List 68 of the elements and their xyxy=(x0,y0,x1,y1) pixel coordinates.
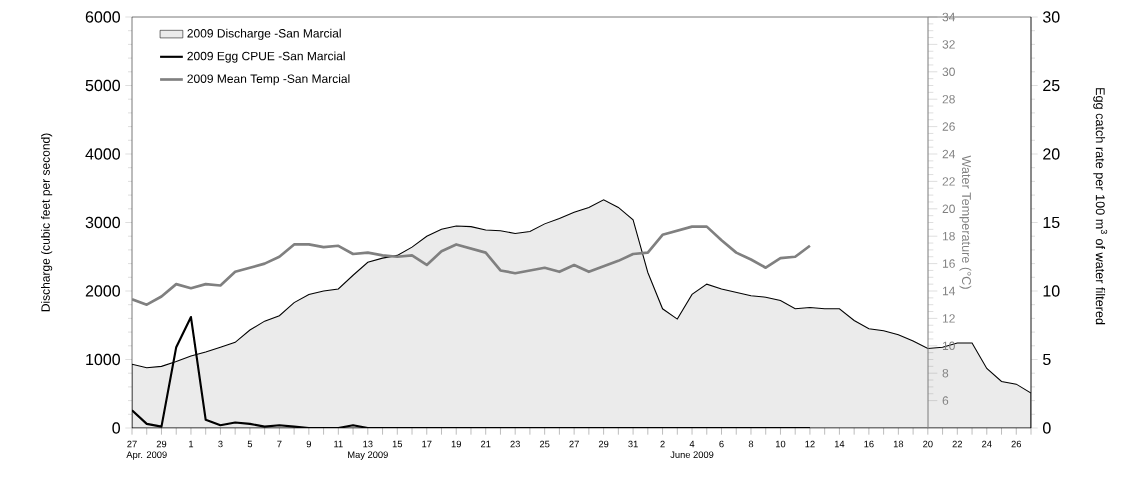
y2-tick-label: 25 xyxy=(1043,79,1060,92)
y2-axis-title: Egg catch rate per 100 m$^{3}$ of water filtered xyxy=(1093,88,1108,325)
y3-tick-label: 28 xyxy=(942,94,955,104)
x-tick-label: 13 xyxy=(363,440,373,448)
x-tick-label: 7 xyxy=(277,440,282,448)
x2-tick-label: June 2009 xyxy=(670,451,714,458)
x-tick-label: 11 xyxy=(334,440,343,448)
y-axis-title: Discharge (cubic feet per second) xyxy=(41,133,53,312)
y-tick-label: 0 xyxy=(112,422,121,434)
y-tick-label: 6000 xyxy=(85,11,120,23)
y3-tick-label: 14 xyxy=(942,286,956,296)
legend-label: 2009 Discharge -San Marcial xyxy=(187,28,341,40)
x-tick-label: 31 xyxy=(628,440,638,448)
y3-tick-label: 12 xyxy=(942,314,955,323)
y3-tick-label: 18 xyxy=(942,231,955,241)
x-tick-label: 1 xyxy=(189,440,194,448)
x-tick-label: 21 xyxy=(480,440,491,448)
x2-tick-label: Apr. 2009 xyxy=(126,451,167,460)
x-tick-label: 17 xyxy=(422,440,432,448)
y-tick-label: 4000 xyxy=(85,148,120,160)
x-tick-label: 6 xyxy=(719,440,724,448)
legend-label: 2009 Mean Temp -San Marcial xyxy=(187,74,350,86)
y3-tick-label: 30 xyxy=(942,67,955,77)
x-tick-label: 8 xyxy=(748,440,754,448)
y2-tick-label: 15 xyxy=(1043,216,1060,229)
y-tick-label: 3000 xyxy=(85,216,120,229)
y2-tick-label: 10 xyxy=(1043,285,1060,297)
x-tick-label: 10 xyxy=(775,440,786,448)
x-tick-label: 15 xyxy=(392,440,403,448)
x-tick-label: 2 xyxy=(660,440,665,448)
y2-tick-label: 20 xyxy=(1043,148,1060,160)
x-tick-label: 5 xyxy=(247,440,253,448)
y-tick-label: 5000 xyxy=(85,79,120,92)
x-tick-label: 3 xyxy=(218,440,223,448)
y2-tick-label: 30 xyxy=(1042,11,1060,23)
legend-label: 2009 Egg CPUE -San Marcial xyxy=(187,51,345,63)
x-tick-label: 9 xyxy=(306,440,312,448)
x-tick-label: 16 xyxy=(864,440,874,448)
y-tick-label: 1000 xyxy=(86,353,120,366)
x-tick-label: 12 xyxy=(805,440,815,448)
y3-tick-label: 24 xyxy=(942,149,956,159)
x-tick-label: 24 xyxy=(982,440,992,448)
x-tick-label: 29 xyxy=(156,440,167,448)
y3-tick-label: 26 xyxy=(942,122,955,131)
x-tick-label: 14 xyxy=(834,440,845,448)
y3-axis-title: Water Temperature (°C) xyxy=(959,155,972,289)
x-tick-label: 4 xyxy=(689,440,695,448)
x-tick-label: 29 xyxy=(598,440,609,448)
y3-tick-label: 22 xyxy=(942,177,955,186)
x-tick-label: 22 xyxy=(952,440,963,448)
y2-tick-label: 0 xyxy=(1043,422,1051,434)
y3-tick-label: 20 xyxy=(942,204,955,214)
y2-tick-label: 5 xyxy=(1043,353,1051,366)
x-tick-label: 27 xyxy=(569,440,579,448)
y3-tick-label: 16 xyxy=(942,259,955,268)
y3-tick-label: 8 xyxy=(942,368,949,378)
x-tick-label: 20 xyxy=(923,440,933,448)
x-tick-label: 27 xyxy=(127,440,137,448)
y-tick-label: 2000 xyxy=(85,285,120,297)
y3-tick-label: 34 xyxy=(942,12,956,22)
x-tick-label: 26 xyxy=(1011,440,1022,448)
y3-tick-label: 6 xyxy=(942,396,949,405)
x-tick-label: 23 xyxy=(510,440,520,448)
x-tick-label: 25 xyxy=(539,440,550,448)
y3-tick-label: 32 xyxy=(942,40,955,49)
x2-tick-label: May 2009 xyxy=(348,451,388,460)
x-tick-label: 19 xyxy=(451,440,461,448)
x-tick-label: 18 xyxy=(893,440,904,448)
